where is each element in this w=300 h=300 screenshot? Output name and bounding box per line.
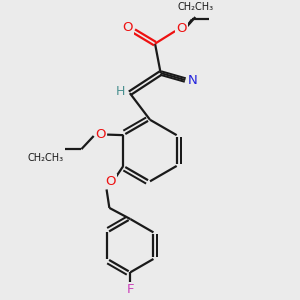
Text: O: O: [123, 21, 133, 34]
Text: F: F: [127, 283, 134, 296]
Text: N: N: [188, 74, 198, 86]
Text: O: O: [96, 128, 106, 141]
Text: H: H: [116, 85, 126, 98]
Text: CH₂CH₃: CH₂CH₃: [177, 2, 213, 12]
Text: CH₂CH₃: CH₂CH₃: [28, 152, 64, 163]
Text: O: O: [176, 22, 187, 35]
Text: O: O: [106, 176, 116, 188]
